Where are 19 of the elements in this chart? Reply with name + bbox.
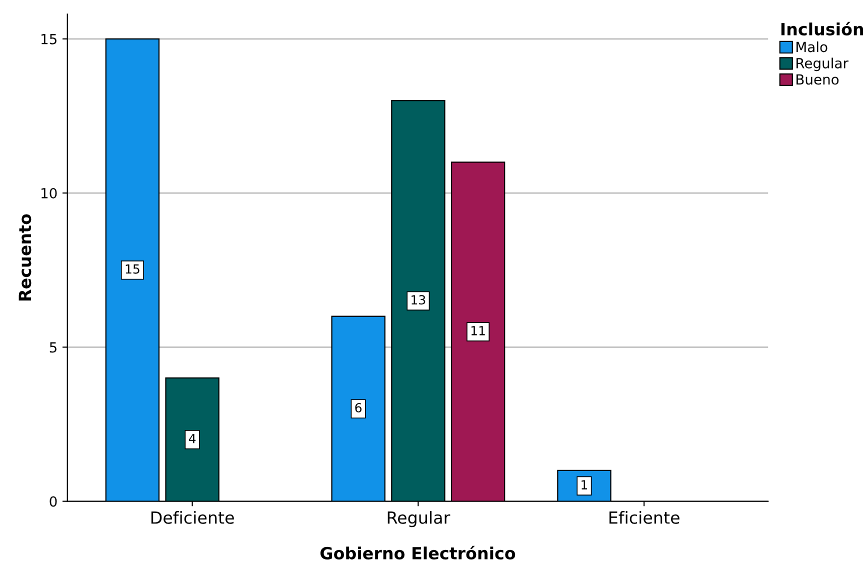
legend-label: Malo xyxy=(796,41,828,52)
x-tick-label: Deficiente xyxy=(151,511,234,524)
data-label: 4 xyxy=(188,434,196,444)
data-label: 13 xyxy=(412,295,426,305)
y-tick-label: 5 xyxy=(50,342,56,353)
y-tick-label: 15 xyxy=(42,34,56,44)
y-axis-title: Recuento xyxy=(18,214,32,300)
y-tick-label: 10 xyxy=(42,188,57,198)
legend-label: Regular xyxy=(796,58,848,72)
data-label: 6 xyxy=(355,402,362,412)
legend-title: Inclusión xyxy=(781,22,864,36)
y-tick-label: 0 xyxy=(50,496,57,507)
data-label: 11 xyxy=(471,326,485,336)
x-tick-label: Regular xyxy=(388,511,450,528)
x-axis-title: Gobierno Electrónico xyxy=(320,546,516,560)
legend-label: Bueno xyxy=(796,74,839,85)
x-tick-label: Eficiente xyxy=(610,511,680,524)
data-label: 1 xyxy=(582,480,588,490)
data-label: 15 xyxy=(126,264,140,274)
